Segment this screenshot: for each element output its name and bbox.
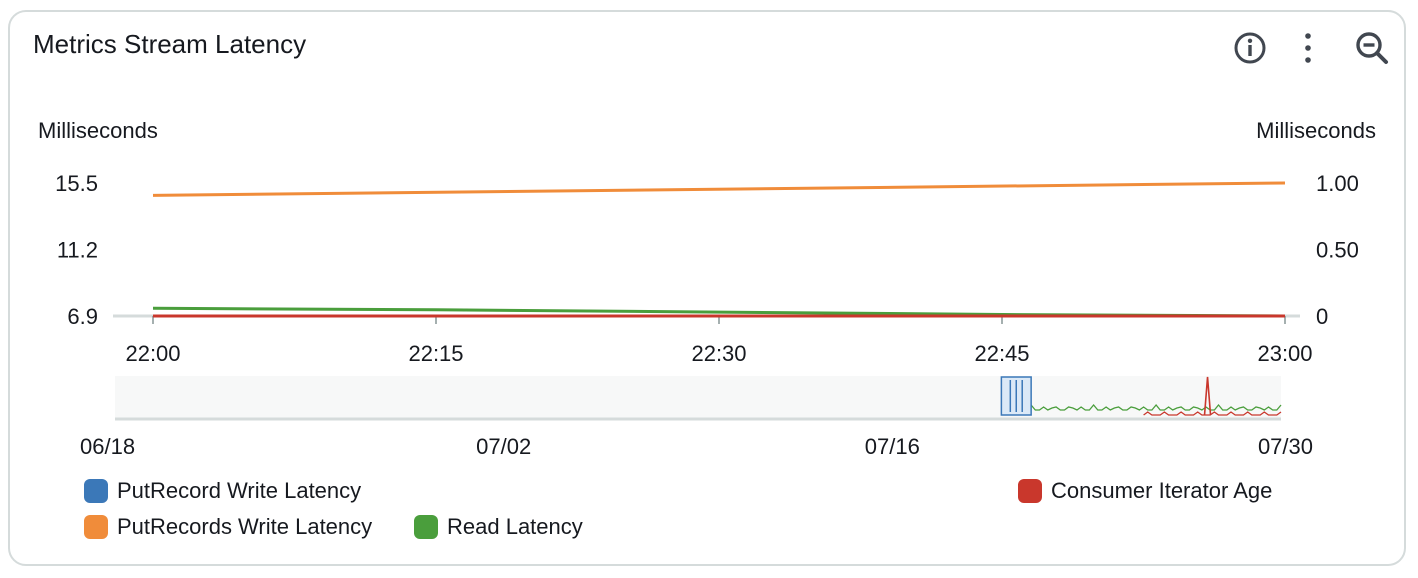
legend-swatch (84, 479, 108, 503)
overview-tick-label: 06/18 (80, 434, 135, 459)
legend-swatch (84, 515, 108, 539)
widget-title: Metrics Stream Latency (33, 29, 307, 59)
legend-label: Read Latency (447, 514, 583, 539)
y-tick-left: 11.2 (57, 238, 98, 263)
overview-tick-label: 07/16 (865, 434, 920, 459)
series-line-0 (152, 181, 1286, 197)
info-icon[interactable] (1232, 30, 1268, 66)
overview-tick-label: 07/02 (476, 434, 531, 459)
y-tick-left: 15.5 (55, 171, 98, 196)
legend-putrecords[interactable]: PutRecords Write Latency (84, 514, 372, 540)
overview-iterator-age-line (1143, 411, 1282, 416)
y-tick-left: 6.9 (67, 304, 98, 329)
x-tick-label: 22:45 (974, 341, 1029, 366)
overview-read-latency-line (1030, 403, 1282, 411)
x-tick-label: 23:00 (1257, 341, 1312, 366)
legend-swatch (1018, 479, 1042, 503)
y-tick-right: 0.50 (1316, 238, 1359, 263)
overview-spike (1203, 376, 1212, 416)
legend-read-latency[interactable]: Read Latency (414, 514, 583, 540)
metrics-widget (8, 10, 1406, 566)
overview-tick-label: 07/30 (1258, 434, 1313, 459)
legend-label: PutRecord Write Latency (117, 478, 362, 503)
zoom-out-icon[interactable] (1354, 30, 1390, 66)
legend-label: PutRecords Write Latency (117, 514, 373, 539)
legend-label: Consumer Iterator Age (1051, 478, 1273, 503)
y-axis-right-label: Milliseconds (1256, 118, 1376, 143)
x-tick-label: 22:30 (691, 341, 746, 366)
overview-background (115, 376, 1281, 419)
legend-consumer-iterator-age[interactable]: Consumer Iterator Age (1018, 478, 1272, 504)
legend-swatch (414, 515, 438, 539)
more-vertical-icon[interactable] (1290, 30, 1326, 66)
y-axis-left-label: Milliseconds (38, 118, 158, 143)
x-tick-label: 22:15 (408, 341, 463, 366)
legend-putrecord[interactable]: PutRecord Write Latency (84, 478, 361, 504)
y-tick-right: 0 (1316, 304, 1328, 329)
x-tick-label: 22:00 (125, 341, 180, 366)
y-tick-right: 1.00 (1316, 171, 1359, 196)
